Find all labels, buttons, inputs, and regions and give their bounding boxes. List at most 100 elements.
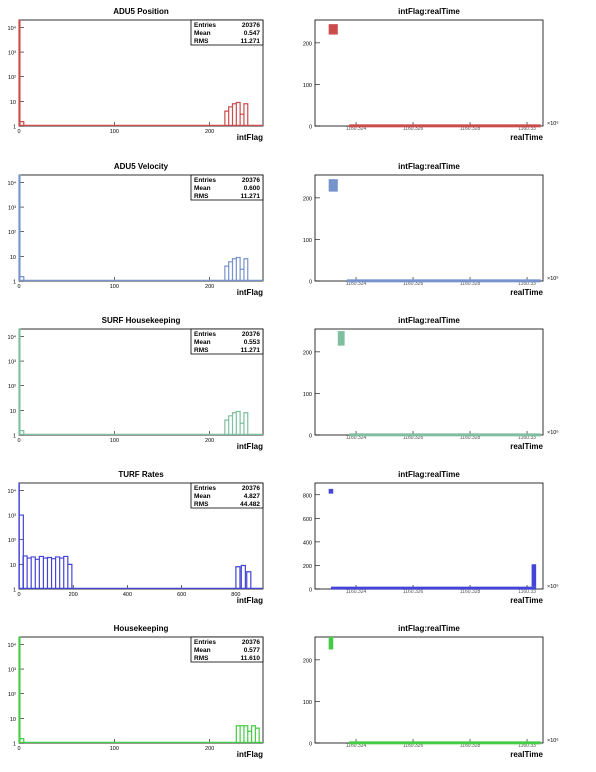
surf-hist-stat-label-0: Entries (194, 331, 216, 338)
turf-hist-bars (18, 482, 252, 589)
hk-scatter-xlabel: realTime (510, 750, 543, 759)
surf-hist-ytick-label-3: 10³ (8, 360, 16, 366)
adu5-pos-scatter-xtick-label-3: 1160.33 (518, 126, 536, 132)
surf-hist-stat-value-2: 11.271 (240, 347, 260, 354)
turf-hist-xtick-label-4: 800 (231, 592, 240, 598)
surf-hist-xtick-label-0: 0 (17, 438, 20, 444)
adu5-pos-scatter-xtick-label-2: 1160.328 (460, 126, 481, 132)
turf-hist-stat-label-0: Entries (194, 485, 216, 492)
hk-scatter-xtick-label-0: 1160.324 (346, 743, 367, 749)
adu5-pos-scatter-cluster-1 (349, 124, 541, 128)
turf-hist-stats-box (190, 482, 264, 509)
adu5-pos-hist-bars (18, 19, 249, 126)
hk-scatter-xtick-label-3: 1160.33 (518, 743, 536, 749)
adu5-pos-hist-stat-label-1: Mean (194, 30, 211, 37)
adu5-vel-hist-xlabel: intFlag (237, 288, 263, 297)
adu5-vel-hist-ytick-label-2: 10² (8, 230, 16, 236)
hk-scatter-title: intFlag:realTime (398, 624, 460, 633)
adu5-vel-hist-xtick-label-2: 200 (205, 284, 214, 290)
turf-scatter-xexponent: ×10⁶ (547, 583, 559, 590)
adu5-pos-scatter-xtick-label-0: 1160.324 (346, 126, 367, 132)
turf-hist-stat-label-1: Mean (194, 493, 211, 500)
adu5-pos-scatter-xtick-label-1: 1160.326 (403, 126, 424, 132)
turf-hist-xtick-label-2: 400 (123, 592, 132, 598)
adu5-pos-hist-ytick-label-3: 10³ (8, 51, 16, 57)
hk-scatter-frame (314, 636, 544, 744)
adu5-vel-hist-ytick-label-4: 10⁴ (8, 180, 17, 187)
hk-hist-ytick-label-0: 1 (13, 742, 16, 748)
surf-scatter-cluster-0 (337, 331, 345, 346)
adu5-vel-scatter-xtick-label-3: 1160.33 (518, 281, 536, 287)
turf-scatter-ytick-label-4: 800 (303, 493, 312, 499)
surf-hist-stat-label-2: RMS (194, 347, 209, 354)
turf-scatter-xtick-label-2: 1160.328 (460, 589, 481, 595)
surf-scatter-xlabel: realTime (510, 442, 543, 451)
turf-hist-ytick-label-1: 10 (10, 563, 16, 569)
surf-hist-stat-value-1: 0.553 (244, 339, 261, 346)
surf-hist-xlabel: intFlag (237, 442, 263, 451)
adu5-vel-hist-stat-label-1: Mean (194, 185, 211, 192)
turf-hist-xtick-label-1: 200 (69, 592, 78, 598)
adu5-vel-hist-stats-box (190, 174, 264, 201)
surf-scatter-ytick-label-0: 0 (309, 434, 312, 440)
adu5-pos-hist-xtick-label-0: 0 (17, 129, 20, 135)
surf-hist-ytick-label-4: 10⁴ (8, 334, 17, 341)
adu5-pos-hist-stat-label-0: Entries (194, 22, 216, 29)
turf-scatter-ytick-label-3: 600 (303, 517, 312, 523)
hk-hist-ytick-label-1: 10 (10, 717, 16, 723)
adu5-pos-hist-stats-box (190, 19, 264, 46)
adu5-vel-scatter-ytick-label-0: 0 (309, 280, 312, 286)
adu5-vel-scatter-cluster-1 (346, 279, 541, 283)
hk-hist-ytick-label-2: 10² (8, 692, 16, 698)
adu5-vel-scatter-frame (314, 174, 544, 282)
turf-hist-ytick-label-2: 10² (8, 538, 16, 544)
surf-hist-title: SURF Housekeeping (102, 316, 181, 325)
surf-hist-ytick-label-0: 1 (13, 434, 16, 440)
hk-hist-xtick-label-1: 100 (110, 746, 119, 752)
turf-hist-stat-value-0: 20376 (242, 485, 260, 492)
turf-scatter-cluster-2 (531, 564, 537, 587)
turf-hist-xlabel: intFlag (237, 596, 263, 605)
adu5-vel-hist-ytick-label-0: 1 (13, 280, 16, 286)
adu5-pos-scatter-xlabel: realTime (510, 133, 543, 142)
adu5-vel-hist-stat-label-2: RMS (194, 193, 209, 200)
hk-scatter-xtick-label-1: 1160.326 (403, 743, 424, 749)
adu5-pos-hist-ytick-label-0: 1 (13, 125, 16, 131)
turf-scatter-ytick-label-0: 0 (309, 588, 312, 594)
surf-scatter-xtick-label-3: 1160.33 (518, 435, 536, 441)
adu5-vel-scatter-xtick-label-0: 1160.324 (346, 281, 367, 287)
turf-scatter-xlabel: realTime (510, 596, 543, 605)
turf-hist-xtick-label-0: 0 (17, 592, 20, 598)
surf-scatter-xexponent: ×10⁶ (547, 429, 559, 436)
turf-hist-xtick-label-3: 600 (177, 592, 186, 598)
hk-scatter-ytick-label-0: 0 (309, 742, 312, 748)
adu5-pos-scatter-xexponent: ×10⁶ (547, 120, 559, 127)
surf-hist-stat-label-1: Mean (194, 339, 211, 346)
adu5-vel-hist-stat-value-2: 11.271 (240, 193, 260, 200)
adu5-vel-scatter-ytick-label-1: 100 (303, 238, 312, 244)
adu5-vel-scatter-xexponent: ×10⁶ (547, 275, 559, 282)
hk-hist-stat-value-0: 20376 (242, 639, 260, 646)
adu5-pos-scatter-ytick-label-2: 200 (303, 41, 312, 47)
turf-scatter-frame (314, 482, 544, 590)
hk-hist-stat-label-0: Entries (194, 639, 216, 646)
adu5-pos-hist-xtick-label-1: 100 (110, 129, 119, 135)
hk-scatter-ytick-label-2: 200 (303, 658, 312, 664)
adu5-pos-hist-ytick-label-2: 10² (8, 75, 16, 81)
hk-hist-stats-box (190, 636, 264, 663)
hk-hist-stat-label-1: Mean (194, 647, 211, 654)
adu5-vel-hist-xtick-label-1: 100 (110, 284, 119, 290)
adu5-vel-hist-bars (18, 174, 249, 281)
surf-hist-xtick-label-2: 200 (205, 438, 214, 444)
surf-scatter-ytick-label-2: 200 (303, 350, 312, 356)
surf-scatter-xtick-label-1: 1160.326 (403, 435, 424, 441)
hk-hist-title: Housekeeping (114, 624, 169, 633)
surf-scatter-title: intFlag:realTime (398, 316, 460, 325)
turf-scatter-title: intFlag:realTime (398, 470, 460, 479)
surf-scatter-cluster-1 (349, 433, 541, 437)
hk-hist-stat-value-1: 0.577 (244, 647, 261, 654)
hk-scatter-xtick-label-2: 1160.328 (460, 743, 481, 749)
adu5-pos-hist-ytick-label-1: 10 (10, 100, 16, 106)
turf-scatter-xtick-label-1: 1160.326 (403, 589, 424, 595)
adu5-vel-hist-ytick-label-3: 10³ (8, 206, 16, 212)
